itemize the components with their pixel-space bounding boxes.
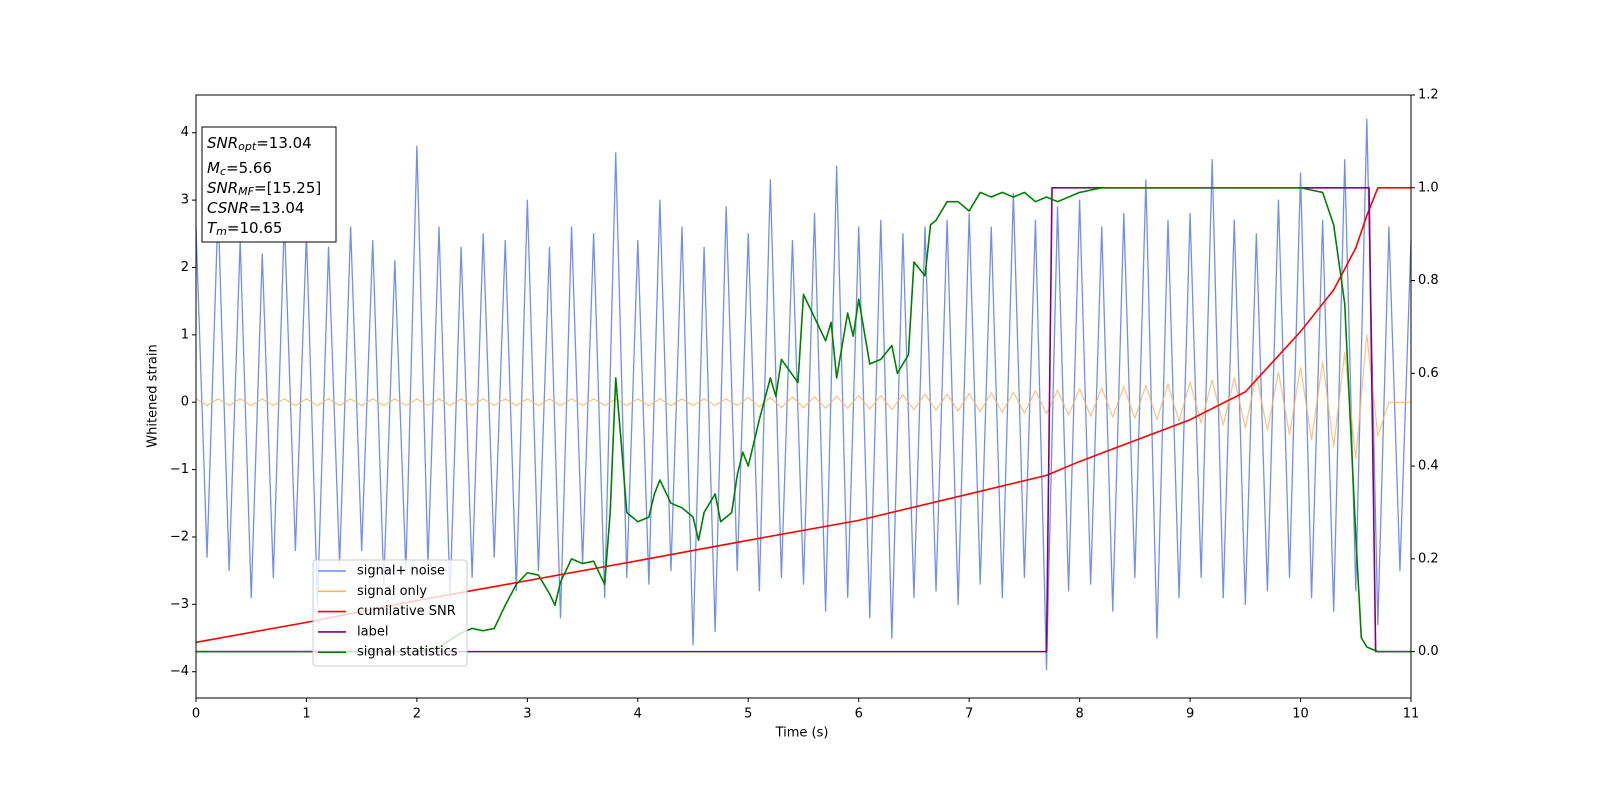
annotation-rest: =13.04: [249, 199, 305, 217]
annotation-text: SNRopt=13.04: [207, 134, 312, 154]
annotation-text: Tm=10.65: [207, 219, 282, 239]
x-tick-label: 7: [965, 707, 973, 722]
x-tick-label: 2: [413, 707, 421, 722]
y-tick-label: −1: [170, 462, 189, 477]
y-tick-label: 2: [181, 260, 189, 275]
y-axis-label: Whitened strain: [146, 344, 161, 447]
ticks: 0 1 2 3 4 5 6 7 8 9 10 11 −4 −3 −2 −1 0 1 2 3 4 0.0 0.2 0.4 0.6 0…: [170, 88, 1439, 722]
series-line: [195, 186, 1411, 644]
annotation-base: SNR: [207, 134, 238, 152]
x-tick-label: 1: [302, 707, 310, 722]
annotation-base: M: [207, 159, 220, 177]
x-tick-label: 11: [1403, 707, 1420, 722]
x-tick-label: 0: [192, 707, 200, 722]
legend-label: signal+ noise: [357, 564, 445, 579]
x-tick-label: 3: [523, 707, 531, 722]
x-tick-label: 6: [855, 707, 863, 722]
legend-label: cumilative SNR: [357, 604, 456, 619]
series-line: [195, 334, 1411, 460]
annotation-sub: MF: [238, 185, 254, 198]
annotation-sub: opt: [238, 140, 257, 153]
y-tick-label: 0: [181, 395, 189, 410]
annotation-box: SNRopt=13.04Mc=5.66SNRMF=[15.25]CSNR=13.…: [201, 126, 337, 243]
annotation-sub: c: [220, 165, 226, 178]
y2-tick-label: 1.2: [1418, 88, 1439, 103]
annotation-rest: =5.66: [226, 159, 272, 177]
axes-frame: [195, 94, 1412, 699]
series-line: [196, 186, 1411, 653]
plot-area: [195, 118, 1412, 671]
x-tick-label: 5: [744, 707, 752, 722]
y2-tick-label: 0.6: [1418, 366, 1439, 381]
annotation-text: CSNR=13.04: [207, 199, 304, 217]
legend: signal+ noise signal only cumilative SNR la…: [312, 559, 468, 667]
annotation-base: CSNR: [207, 199, 249, 217]
y2-tick-label: 0.2: [1418, 551, 1439, 566]
y2-tick-label: 0.0: [1418, 644, 1439, 659]
legend-label: signal statistics: [357, 645, 458, 660]
y2-tick-label: 0.8: [1418, 273, 1439, 288]
y2-tick-label: 1.0: [1418, 180, 1439, 195]
legend-frame: [312, 559, 468, 667]
legend-label: label: [357, 624, 388, 639]
x-axis-label: Time (s): [775, 726, 829, 741]
y-tick-label: 4: [181, 125, 189, 140]
annotation-sub: m: [216, 225, 227, 238]
series-line: [195, 118, 1412, 671]
x-tick-label: 9: [1186, 707, 1194, 722]
x-tick-label: 4: [634, 707, 642, 722]
y-tick-label: −3: [170, 597, 189, 612]
y2-tick-label: 0.4: [1418, 459, 1439, 474]
y-tick-label: −2: [170, 529, 189, 544]
x-tick-label: 8: [1075, 707, 1083, 722]
annotation-base: T: [207, 219, 218, 237]
legend-label: signal only: [357, 584, 427, 599]
annotation-text: SNRMF=[15.25]: [207, 179, 321, 199]
annotation-rest: =13.04: [256, 134, 312, 152]
y-tick-label: −4: [170, 664, 189, 679]
annotation-rest: =10.65: [227, 219, 283, 237]
annotation-text: Mc=5.66: [207, 159, 272, 179]
annotation-frame: [201, 126, 337, 243]
annotation-base: SNR: [207, 179, 238, 197]
annotation-rest: =[15.25]: [254, 179, 321, 197]
y-tick-label: 1: [181, 327, 189, 342]
x-tick-label: 10: [1292, 707, 1309, 722]
y-tick-label: 3: [181, 193, 189, 208]
